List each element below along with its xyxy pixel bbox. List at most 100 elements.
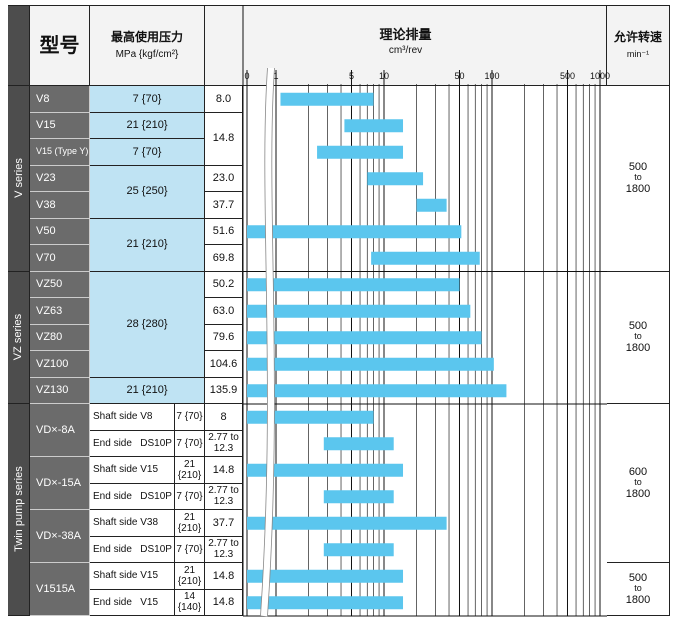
side-pressure: 7 {70}	[175, 404, 205, 431]
bar	[247, 463, 404, 477]
corner	[8, 5, 30, 86]
side: End side V15	[90, 589, 175, 616]
axis-tick-label: 50	[454, 71, 464, 81]
pressure: 25 {250}	[90, 165, 205, 219]
bar	[323, 543, 394, 557]
bar	[247, 357, 494, 371]
axis-tick-label: 100	[484, 71, 499, 81]
speed-line: to	[634, 477, 642, 488]
side-pressure: 14 {140}	[175, 589, 205, 616]
model: V8	[30, 86, 90, 113]
side: End side DS10P	[90, 483, 175, 510]
speed: 500 to 1800	[607, 563, 670, 616]
model: VZ63	[30, 298, 90, 325]
bar	[367, 172, 424, 186]
pressure-header: 最高使用压力 MPa {kgf/cm²}	[90, 5, 205, 86]
speed-line: to	[634, 583, 642, 594]
speed: 500 to 1800	[607, 271, 670, 404]
model: V15	[30, 112, 90, 139]
displacement-unit: cm³/rev	[388, 45, 423, 57]
pressure: 21 {210}	[90, 112, 205, 139]
bar	[247, 384, 507, 398]
pressure-unit: MPa {kgf/cm²}	[115, 48, 179, 60]
bar	[317, 145, 404, 159]
axis-tick-label: 0	[244, 71, 249, 81]
speed-line: 1800	[625, 593, 651, 606]
bar	[247, 516, 447, 530]
model: VD×-15A	[30, 457, 90, 510]
side: Shaft side V15	[90, 563, 175, 590]
bar	[323, 490, 394, 504]
model: V50	[30, 218, 90, 245]
bar	[247, 569, 404, 583]
bar	[416, 198, 447, 212]
model: VD×-38A	[30, 510, 90, 563]
pressure: 21 {210}	[90, 377, 205, 404]
side: Shaft side V38	[90, 510, 175, 537]
speed-title: 允许转速	[613, 29, 662, 44]
model: V70	[30, 245, 90, 272]
side: Shaft side V8	[90, 404, 175, 431]
model-header: 型号	[30, 5, 90, 86]
bar	[344, 119, 404, 133]
side-pressure: 7 {70}	[175, 536, 205, 563]
pressure: 28 {280}	[90, 271, 205, 378]
bar	[247, 410, 374, 424]
speed-unit: min⁻¹	[626, 49, 650, 60]
speed-line: 1800	[625, 342, 651, 355]
side-pressure: 21 {210}	[175, 563, 205, 590]
series-label: VZ series	[8, 271, 30, 404]
model: V1515A	[30, 563, 90, 616]
axis-tick-label: 1	[273, 71, 278, 81]
side-pressure: 21 {210}	[175, 457, 205, 484]
bar	[247, 331, 482, 345]
speed-line: 600	[628, 465, 648, 478]
speed: 600 to 1800	[607, 404, 670, 563]
axis-break-edge	[267, 67, 275, 617]
model: V15 (Type Y)	[30, 139, 90, 166]
bar	[371, 251, 480, 265]
pressure-title: 最高使用压力	[110, 30, 183, 45]
bar	[247, 596, 404, 610]
series-label: Twin pump series	[8, 404, 30, 616]
bar	[247, 278, 460, 292]
model: V23	[30, 165, 90, 192]
speed-line: 1800	[625, 487, 651, 500]
side: End side DS10P	[90, 536, 175, 563]
axis-tick-label: 5	[349, 71, 354, 81]
side-pressure: 21 {210}	[175, 510, 205, 537]
speed-line: to	[634, 331, 642, 342]
axis-tick-label: 10	[379, 71, 389, 81]
speed-line: 1800	[625, 183, 651, 196]
side: End side DS10P	[90, 430, 175, 457]
speed-line: 500	[628, 320, 648, 333]
model: VZ50	[30, 271, 90, 298]
speed-line: 500	[628, 571, 648, 584]
speed-line: to	[634, 172, 642, 183]
axis-tick-label: 500	[560, 71, 575, 81]
bar	[247, 304, 471, 318]
side-pressure: 7 {70}	[175, 430, 205, 457]
axis-tick-label: 1000	[590, 71, 610, 81]
side: Shaft side V15	[90, 457, 175, 484]
displacement-header: 理论排量 cm³/rev	[205, 5, 607, 86]
pressure: 7 {70}	[90, 86, 205, 113]
pressure: 21 {210}	[90, 218, 205, 272]
model: VD×-8A	[30, 404, 90, 457]
model: VZ130	[30, 377, 90, 404]
pressure: 7 {70}	[90, 139, 205, 166]
speed-line: 500	[628, 161, 648, 174]
axis-break	[260, 67, 275, 617]
model: V38	[30, 192, 90, 219]
bar	[323, 437, 394, 451]
speed-header: 允许转速 min⁻¹	[607, 5, 670, 86]
series-label: V series	[8, 86, 30, 272]
displacement-title: 理论排量	[379, 27, 432, 42]
bar	[247, 225, 462, 239]
model: VZ100	[30, 351, 90, 378]
model: VZ80	[30, 324, 90, 351]
speed: 500 to 1800	[607, 86, 670, 272]
bar	[280, 92, 374, 106]
